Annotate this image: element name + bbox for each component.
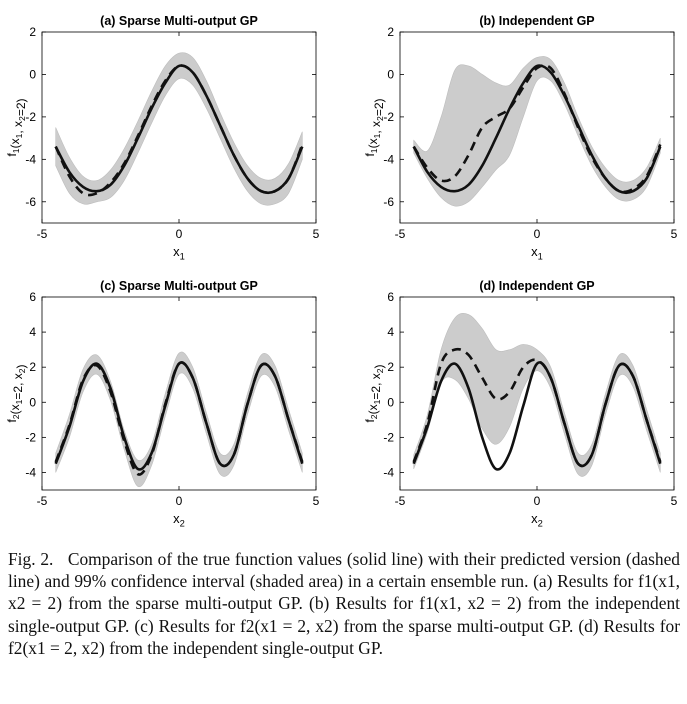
true-function-line xyxy=(54,361,304,471)
x-tick-label: -5 xyxy=(395,494,406,508)
y-tick-label: 0 xyxy=(29,395,36,409)
predicted-line xyxy=(54,361,304,476)
x-tick-label: -5 xyxy=(37,494,48,508)
y-tick-label: 2 xyxy=(29,25,36,39)
x-tick-label: -5 xyxy=(37,227,48,241)
figure-caption: Fig. 2. Comparison of the true function … xyxy=(8,548,680,659)
y-tick-label: -2 xyxy=(383,110,394,124)
y-tick-label: -6 xyxy=(25,195,36,209)
y-tick-label: 6 xyxy=(387,290,394,304)
y-tick-label: -4 xyxy=(25,152,36,166)
predicted-line xyxy=(412,63,662,194)
axes-box xyxy=(399,296,675,491)
x-tick-label: 0 xyxy=(176,494,183,508)
x-tick-label: 0 xyxy=(534,494,541,508)
y-axis-label: f1(x1, x2=2) xyxy=(363,98,386,156)
confidence-band xyxy=(55,52,303,206)
chart-title: (a) Sparse Multi-output GP xyxy=(100,14,258,28)
x-axis-label: x1 xyxy=(531,244,543,261)
chart-panel-a: -5 0 5 2 0 -2 -4 -6 (a) Sparse Multi-output GP x1… xyxy=(5,14,320,261)
x-tick-label: 5 xyxy=(671,227,678,241)
chart-panel-c: -5 0 5 6 4 2 0 -2 -4 (c) Sparse Multi-output GP x2… xyxy=(5,279,320,528)
x-tick-label: 5 xyxy=(313,494,320,508)
predicted-line xyxy=(54,64,304,197)
confidence-band xyxy=(413,56,661,207)
x-tick-label: 5 xyxy=(313,227,320,241)
y-tick-label: -4 xyxy=(25,465,36,479)
y-tick-label: -4 xyxy=(383,465,394,479)
x-tick-label: -5 xyxy=(395,227,406,241)
predicted-line xyxy=(412,347,662,468)
y-tick-label: 0 xyxy=(387,67,394,81)
axes-box xyxy=(41,296,317,491)
y-tick-label: -2 xyxy=(25,110,36,124)
caption-label: Fig. 2. xyxy=(8,549,54,569)
x-tick-label: 5 xyxy=(671,494,678,508)
confidence-band xyxy=(55,351,303,488)
y-axis-label: f2(x1=2, x2) xyxy=(5,364,28,422)
caption-text: Comparison of the true function values (… xyxy=(8,549,680,658)
x-axis-label: x1 xyxy=(173,244,185,261)
y-tick-label: 4 xyxy=(387,325,394,339)
true-function-line xyxy=(54,64,304,195)
chart-title: (c) Sparse Multi-output GP xyxy=(100,279,258,293)
y-axis-label: f2(x1=2, x2) xyxy=(363,364,386,422)
true-function-line xyxy=(412,64,662,195)
y-tick-label: 2 xyxy=(29,360,36,374)
y-tick-label: 4 xyxy=(29,325,36,339)
y-tick-label: 0 xyxy=(387,395,394,409)
chart-panel-b: -5 0 5 2 0 -2 -4 -6 (b) Independent GP x1 f1(x1, x… xyxy=(363,14,678,261)
chart-panel-d: -5 0 5 6 4 2 0 -2 -4 (d) Independent GP x2 f2(x1=2,… xyxy=(363,279,678,528)
confidence-band xyxy=(413,313,661,477)
y-tick-label: 2 xyxy=(387,25,394,39)
y-tick-label: -2 xyxy=(383,430,394,444)
y-tick-label: -6 xyxy=(383,195,394,209)
y-tick-label: -2 xyxy=(25,430,36,444)
x-axis-label: x2 xyxy=(173,511,185,528)
figure: -5 0 5 2 0 -2 -4 -6 (a) Sparse Multi-output GP x1… xyxy=(5,14,678,528)
y-axis-label: f1(x1, x2=2) xyxy=(5,98,28,156)
y-tick-label: 0 xyxy=(29,67,36,81)
x-tick-label: 0 xyxy=(534,227,541,241)
chart-title: (b) Independent GP xyxy=(479,14,594,28)
x-axis-label: x2 xyxy=(531,511,543,528)
y-tick-label: 2 xyxy=(387,360,394,374)
true-function-line xyxy=(412,361,662,471)
y-tick-label: 6 xyxy=(29,290,36,304)
y-tick-label: -4 xyxy=(383,152,394,166)
x-tick-label: 0 xyxy=(176,227,183,241)
chart-title: (d) Independent GP xyxy=(479,279,594,293)
